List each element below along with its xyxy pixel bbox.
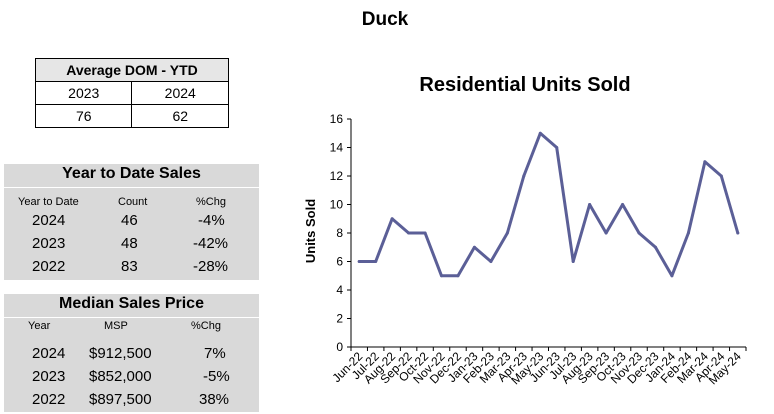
page-title: Duck [361, 9, 409, 30]
data-point [571, 260, 575, 263]
data-point [522, 174, 526, 178]
ytd-count: 48 [121, 235, 138, 252]
msp-year: 2022 [32, 391, 66, 408]
msp-header-chg: %Chg [191, 320, 221, 332]
ytd-year: 2024 [32, 212, 66, 229]
msp-value: $852,000 [89, 368, 152, 385]
y-tick-label: 6 [336, 255, 343, 269]
units-sold-chart: Residential Units Sold Units Sold 0 2 4 6 8 1… [303, 74, 747, 387]
median-price-title: Median Sales Price [59, 295, 204, 312]
ytd-sales-title: Year to Date Sales [62, 165, 201, 182]
median-price-divider [4, 317, 259, 318]
data-point [703, 160, 707, 164]
data-point [423, 231, 427, 235]
data-point [588, 203, 592, 206]
data-point [653, 245, 657, 249]
data-point [456, 274, 460, 278]
chart-title: Residential Units Sold [419, 74, 630, 96]
ytd-sales-panel: Year to Date Sales Year to Date Count %C… [4, 164, 259, 280]
ytd-row: 2022 83 -28% [4, 258, 259, 280]
data-point [686, 231, 690, 235]
y-tick-label: 14 [330, 141, 344, 155]
msp-header-msp: MSP [104, 320, 128, 332]
dom-value-cell: 76 [34, 104, 133, 128]
units-sold-line [357, 131, 740, 278]
y-axis-label: Units Sold [303, 199, 318, 263]
msp-header-year: Year [28, 320, 51, 332]
data-point [604, 231, 608, 235]
msp-chg: 38% [199, 391, 230, 408]
msp-year: 2024 [32, 345, 66, 362]
ytd-chg: -28% [193, 258, 229, 275]
ytd-chg: -42% [193, 235, 229, 252]
ytd-count: 46 [121, 212, 138, 229]
ytd-year: 2023 [32, 235, 66, 252]
msp-row: 2024 $912,500 7% [4, 345, 259, 367]
msp-chg: -5% [203, 368, 230, 385]
ytd-sales-divider [4, 187, 259, 188]
y-tick-label: 10 [330, 198, 344, 212]
y-tick-label: 0 [336, 340, 343, 354]
dom-value-cell: 62 [131, 104, 229, 128]
ytd-row: 2024 46 -4% [4, 212, 259, 234]
ytd-header-count: Count [118, 196, 148, 208]
ytd-row: 2023 48 -42% [4, 235, 259, 257]
msp-value: $912,500 [89, 345, 152, 362]
ytd-header-year: Year to Date [18, 196, 79, 208]
dom-year-cell: 2023 [34, 81, 133, 105]
data-point [357, 260, 361, 263]
y-tick-label: 12 [330, 169, 344, 183]
y-tick-label: 16 [330, 112, 344, 126]
y-tick-label: 2 [336, 312, 343, 326]
ytd-chg: -4% [198, 212, 225, 229]
y-tick-label: 8 [336, 226, 343, 240]
ytd-count: 83 [121, 258, 138, 275]
msp-value: $897,500 [89, 391, 152, 408]
data-point [489, 260, 493, 263]
average-dom-table: Average DOM - YTD 2023 2024 76 62 [34, 58, 229, 128]
data-point [390, 217, 394, 221]
dom-table-title: Average DOM - YTD [35, 58, 229, 82]
data-point [736, 231, 740, 235]
data-point [407, 231, 411, 235]
data-point [374, 260, 378, 263]
msp-row: 2022 $897,500 38% [4, 391, 259, 413]
data-point [555, 146, 559, 149]
data-point [440, 274, 444, 278]
median-price-panel: Median Sales Price Year MSP %Chg 2024 $9… [4, 294, 259, 412]
data-point [621, 203, 625, 206]
msp-chg: 7% [204, 345, 226, 362]
dom-years-row: 2023 2024 [34, 81, 229, 105]
ytd-year: 2022 [32, 258, 66, 275]
dom-table-header-row: Average DOM - YTD [35, 58, 229, 82]
dom-year-cell: 2024 [131, 81, 229, 105]
plot-area: 0246810121416Jun-22Jul-22Aug-22Sep-22Oct… [329, 112, 747, 387]
data-point [472, 245, 476, 249]
data-point [670, 274, 674, 278]
data-point [719, 174, 723, 178]
msp-row: 2023 $852,000 -5% [4, 368, 259, 390]
ytd-header-chg: %Chg [196, 196, 226, 208]
y-tick-label: 4 [336, 283, 343, 297]
dom-values-row: 76 62 [34, 104, 229, 128]
data-point [538, 131, 542, 135]
msp-year: 2023 [32, 368, 66, 385]
data-point [637, 231, 641, 235]
data-point [505, 231, 509, 235]
